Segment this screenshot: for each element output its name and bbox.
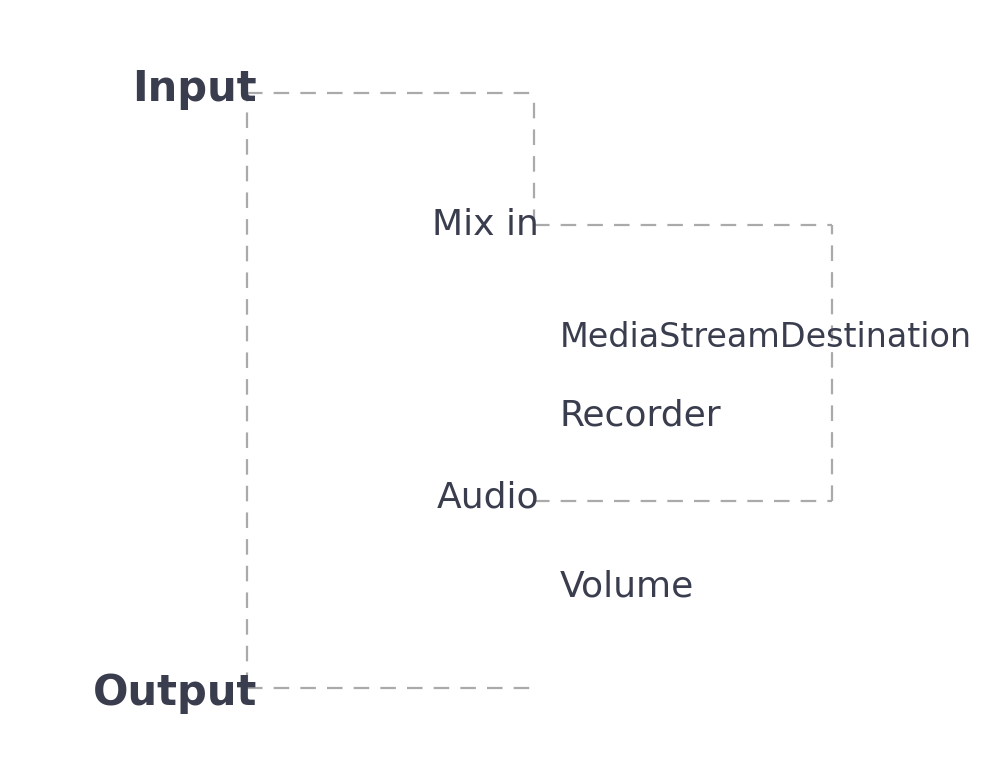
Text: Output: Output: [93, 672, 257, 714]
Text: Recorder: Recorder: [559, 399, 721, 433]
Text: Input: Input: [132, 68, 257, 110]
Text: Audio: Audio: [436, 480, 539, 514]
Text: Volume: Volume: [559, 570, 694, 604]
Text: Mix in: Mix in: [432, 208, 539, 242]
Text: MediaStreamDestination: MediaStreamDestination: [559, 322, 972, 354]
